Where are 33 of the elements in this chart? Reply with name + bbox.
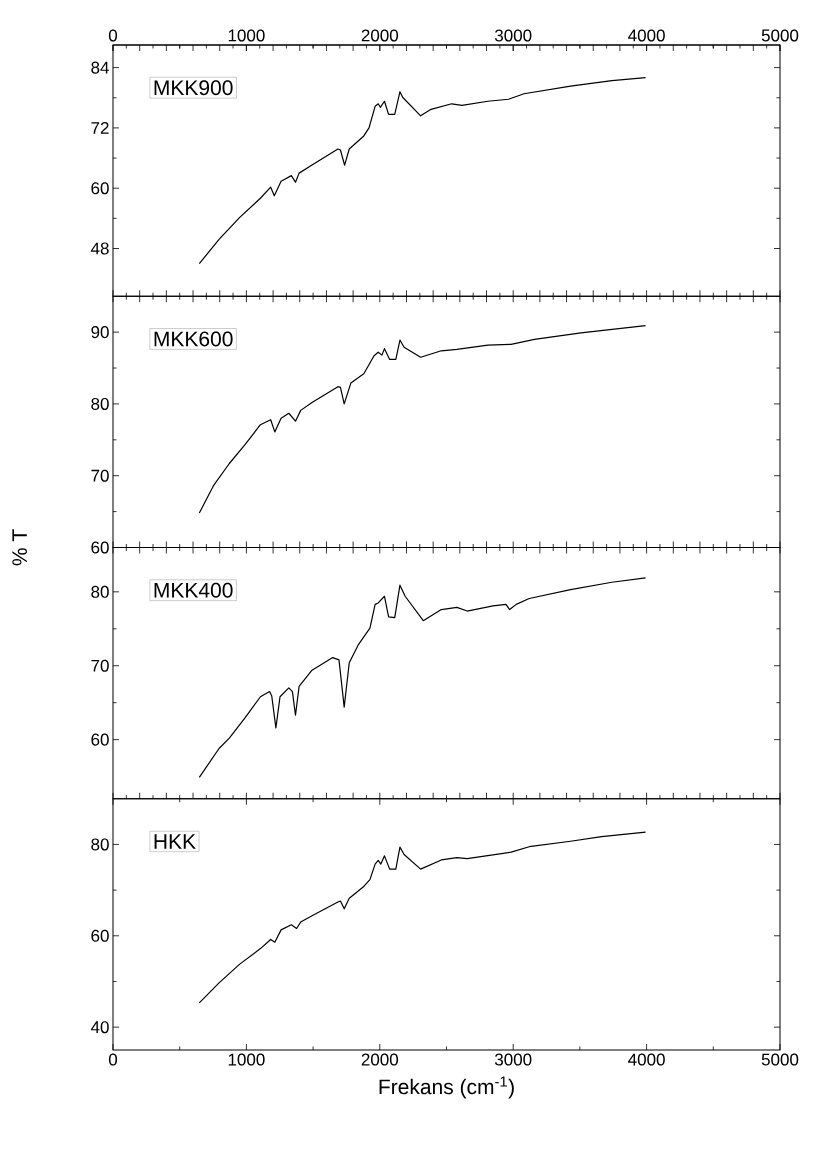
line-series <box>198 831 647 1004</box>
x-tick-label: 3000 <box>494 1053 532 1066</box>
y-tick-label: 60 <box>91 182 109 195</box>
x-axis-title: Frekans (cm$^{-1}$) <box>379 1076 514 1099</box>
x2-tick-label: 2000 <box>361 29 399 42</box>
y-tick-label: 60 <box>91 541 109 554</box>
x-tick-label: 5000 <box>761 1053 799 1066</box>
x2-tick-label: 3000 <box>494 29 532 42</box>
y-tick-label: 72 <box>91 121 109 134</box>
annotation: MKK900 <box>154 80 233 96</box>
x-tick-label: 1000 <box>228 1053 265 1066</box>
annotation: MKK400 <box>154 582 233 598</box>
y-tick-label: 84 <box>91 61 109 74</box>
y-tick-label: 80 <box>91 585 109 598</box>
x2-tick-label: 0 <box>108 29 118 42</box>
y-tick-label: 80 <box>91 838 109 851</box>
x-tick-label: 4000 <box>628 1053 665 1066</box>
y-tick-label: 70 <box>91 469 109 482</box>
x2-tick-label: 4000 <box>628 29 665 42</box>
y-tick-label: 60 <box>91 733 109 746</box>
x-tick-label: 2000 <box>361 1053 399 1066</box>
x2-tick-label: 1000 <box>228 29 265 42</box>
y-tick-label: 80 <box>91 397 109 410</box>
x-tick-label: 0 <box>108 1053 118 1066</box>
y-axis-title: % T <box>12 529 27 566</box>
x2-tick-label: 5000 <box>761 29 799 42</box>
annotation: MKK600 <box>154 331 233 347</box>
y-tick-label: 90 <box>91 326 109 339</box>
y-tick-label: 60 <box>91 929 109 942</box>
y-tick-label: 40 <box>90 1021 109 1034</box>
y-tick-label: 48 <box>90 242 109 255</box>
annotation: HKK <box>154 834 196 849</box>
y-tick-label: 70 <box>91 659 109 672</box>
